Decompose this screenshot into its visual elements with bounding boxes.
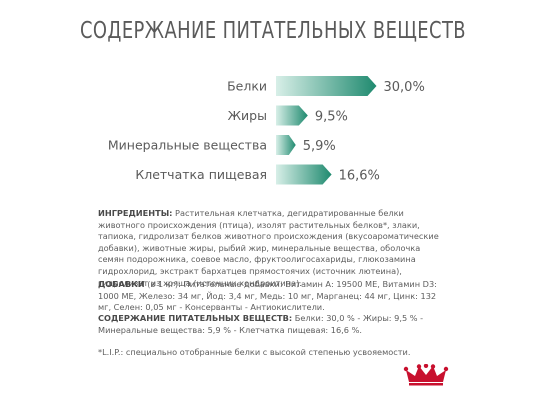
nutrient-bar-chart: Белки 30,0% Жиры 9,5% Минеральные вещества 5,… [108,76,425,185]
value-label: 9,5% [315,110,348,125]
nutrients-section: СОДЕРЖАНИЕ ПИТАТЕЛЬНЫХ ВЕЩЕСТВ: Белки: 3… [98,313,448,336]
category-label: Жиры [228,108,267,123]
nutrient-bar [276,76,377,96]
nutrient-bar [276,105,308,126]
additives-text: (в 1 кг): Питательные добавки: Витамин А… [98,279,437,313]
category-label: Клетчатка пищевая [135,167,267,182]
value-label: 30,0% [384,80,425,95]
nutrient-bar [276,164,332,185]
ingredients-text: Растительная клетчатка, дегидратированны… [98,208,439,288]
category-label: Минеральные вещества [108,138,267,153]
value-label: 5,9% [303,139,336,154]
royal-crown-icon [403,364,449,386]
value-label: 16,6% [339,169,380,184]
nutrients-text: Белки: 30,0 % - Жиры: 9,5 % - Минеральны… [98,313,424,335]
footnote: *L.I.P.: специально отобранные белки с в… [98,347,411,357]
nutrient-bar [276,135,296,155]
ingredients-section: ИНГРЕДИЕНТЫ: Растительная клетчатка, дег… [98,208,448,289]
page-title: СОДЕРЖАНИЕ ПИТАТЕЛЬНЫХ ВЕЩЕСТВ [79,18,467,44]
additives-label: ДОБАВКИ [98,279,145,289]
ingredients-label: ИНГРЕДИЕНТЫ: [98,208,173,218]
additives-section: ДОБАВКИ (в 1 кг): Питательные добавки: В… [98,279,448,314]
category-label: Белки [227,79,267,94]
nutrients-label: СОДЕРЖАНИЕ ПИТАТЕЛЬНЫХ ВЕЩЕСТВ: [98,313,293,323]
